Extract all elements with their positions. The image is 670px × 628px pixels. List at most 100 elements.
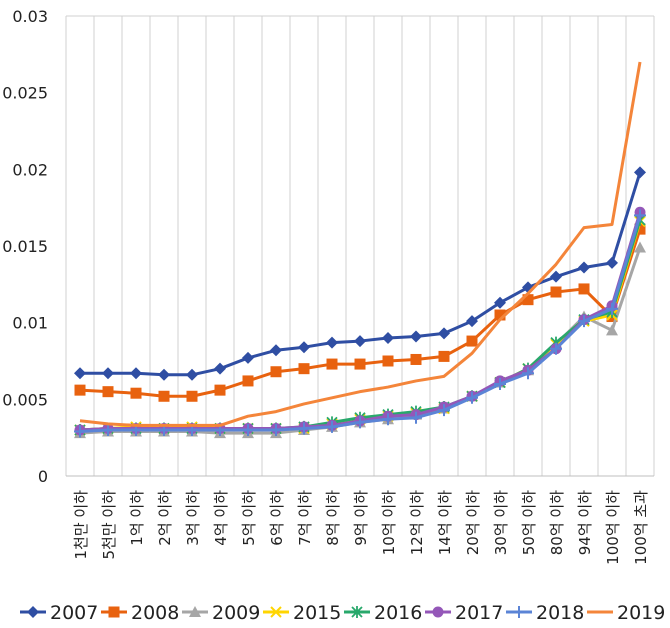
data-point-2008	[522, 294, 534, 306]
data-point-2018	[102, 424, 114, 436]
data-point-2007	[354, 335, 366, 348]
legend-marker	[189, 606, 201, 617]
legend-marker	[513, 606, 525, 618]
data-point-2007	[158, 368, 170, 381]
x-tick-label: 3억 이하	[184, 490, 202, 546]
series-group	[74, 61, 646, 439]
x-tick-label: 1천만 이하	[72, 490, 90, 560]
data-point-2007	[242, 351, 254, 364]
x-tick-label: 100억 초과	[632, 490, 650, 565]
data-point-2018	[354, 416, 366, 429]
y-tick-label: 0.02	[12, 160, 48, 179]
data-point-2007	[578, 261, 590, 274]
legend-marker	[27, 606, 39, 618]
data-point-2018	[298, 422, 310, 435]
data-point-2008	[634, 223, 646, 235]
data-point-2008	[186, 390, 198, 402]
data-point-2018	[74, 425, 86, 438]
legend-label: 2016	[374, 602, 422, 624]
data-point-2008	[410, 353, 422, 365]
x-axis: 1천만 이하 5천만 이하 1억 이하 2억 이하 3억 이하 4억 이하 5억 이하 6억 …	[72, 490, 650, 565]
y-tick-label: 0.03	[12, 7, 48, 26]
data-point-2008	[438, 350, 450, 362]
legend-item-2016: 2016	[344, 602, 422, 624]
y-tick-label: 0.025	[2, 84, 48, 103]
data-point-2007	[270, 344, 282, 357]
data-point-2018	[326, 420, 338, 433]
data-point-2008	[270, 366, 282, 378]
data-point-2018	[494, 378, 506, 390]
y-tick-label: 0.01	[12, 314, 48, 333]
data-point-2018	[522, 367, 534, 380]
data-point-2018	[438, 404, 450, 417]
legend-label: 2007	[50, 602, 98, 624]
data-point-2008	[102, 386, 114, 398]
data-point-2007	[130, 367, 142, 380]
data-point-2007	[326, 336, 338, 349]
data-point-2018	[382, 413, 394, 426]
x-tick-label: 50억 이하	[520, 490, 538, 555]
legend-item-2018: 2018	[506, 602, 584, 624]
legend-item-2015: 2015	[263, 602, 341, 624]
x-tick-label: 4억 이하	[212, 490, 230, 546]
x-tick-label: 12억 이하	[408, 490, 426, 555]
data-point-2008	[242, 375, 254, 387]
legend-label: 2008	[131, 602, 179, 624]
data-point-2008	[354, 358, 366, 370]
data-point-2018	[634, 209, 646, 222]
data-point-2009	[634, 241, 646, 253]
data-point-2007	[550, 270, 562, 283]
data-point-2008	[466, 335, 478, 347]
legend-label: 2018	[536, 602, 584, 624]
y-axis: 0 0.005 0.01 0.015 0.02 0.025 0.03	[2, 7, 48, 486]
data-point-2007	[382, 332, 394, 344]
x-tick-label: 1억 이하	[128, 490, 146, 546]
legend-item-2008: 2008	[101, 602, 179, 624]
legend-label: 2017	[455, 602, 503, 624]
x-tick-label: 9억 이하	[352, 490, 370, 546]
x-tick-label: 5천만 이하	[100, 490, 118, 560]
data-point-2018	[466, 391, 478, 404]
data-point-2007	[606, 256, 618, 269]
legend-marker	[432, 606, 444, 618]
legend-item-2019: 2019	[587, 602, 665, 624]
legend-marker	[108, 606, 120, 618]
x-tick-label: 10억 이하	[380, 490, 398, 555]
x-tick-label: 80억 이하	[548, 490, 566, 555]
legend-label: 2019	[617, 602, 665, 624]
data-point-2008	[158, 390, 170, 402]
gridlines	[65, 15, 655, 477]
data-point-2007	[634, 166, 646, 179]
data-point-2018	[550, 342, 562, 355]
series-2008	[74, 223, 646, 402]
data-point-2007	[102, 367, 114, 380]
legend-label: 2009	[212, 602, 260, 624]
data-point-2007	[494, 296, 506, 309]
legend-item-2017: 2017	[425, 602, 503, 624]
data-point-2018	[270, 424, 282, 436]
x-tick-label: 8억 이하	[324, 490, 342, 546]
series-line-2019	[79, 61, 642, 427]
series-2007	[74, 166, 646, 381]
y-tick-label: 0.015	[2, 237, 48, 256]
data-point-2008	[550, 286, 562, 298]
x-tick-label: 30억 이하	[492, 490, 510, 555]
data-point-2018	[410, 411, 422, 424]
legend-item-2007: 2007	[20, 602, 98, 624]
x-tick-label: 6억 이하	[268, 490, 286, 546]
data-point-2008	[74, 384, 86, 396]
series-2015	[74, 215, 646, 436]
data-point-2007	[438, 327, 450, 340]
data-point-2008	[578, 283, 590, 295]
data-point-2018	[606, 302, 618, 315]
data-point-2007	[466, 315, 478, 328]
x-tick-label: 100억 이하	[604, 490, 622, 565]
legend-label: 2015	[293, 602, 341, 624]
x-tick-label: 20억 이하	[464, 490, 482, 555]
data-point-2007	[214, 362, 226, 375]
series-2019	[79, 61, 642, 427]
x-tick-label: 14억 이하	[436, 490, 454, 555]
data-point-2008	[382, 355, 394, 367]
x-tick-label: 5억 이하	[240, 490, 258, 546]
